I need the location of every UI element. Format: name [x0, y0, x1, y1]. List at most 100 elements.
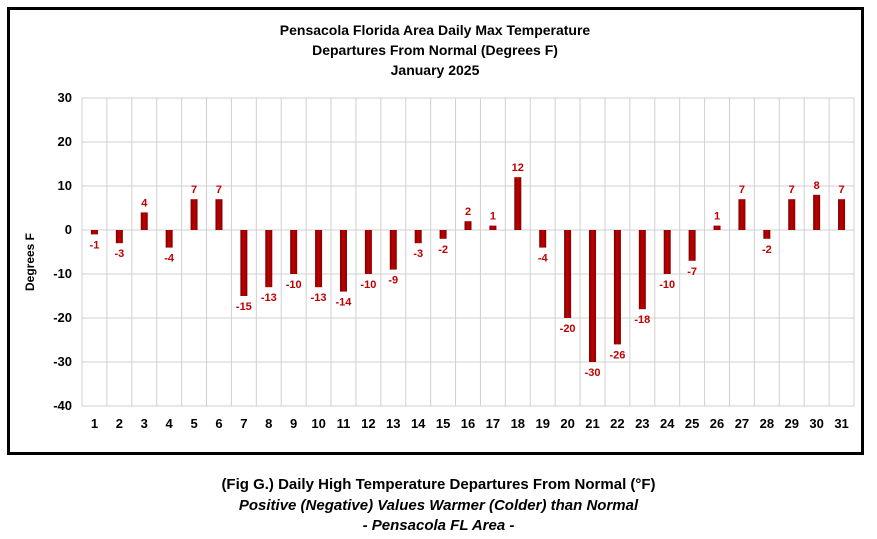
- y-tick-label: -10: [53, 266, 72, 281]
- data-label: -18: [634, 314, 650, 326]
- chart-title-line-1: Pensacola Florida Area Daily Max Tempera…: [280, 22, 591, 38]
- bar: [738, 199, 746, 230]
- x-tick-label: 10: [311, 416, 325, 431]
- x-tick-label: 9: [290, 416, 297, 431]
- data-label: -7: [687, 266, 697, 278]
- bar: [165, 230, 173, 248]
- bar: [389, 230, 397, 270]
- data-label: 1: [714, 211, 720, 223]
- data-label: -20: [560, 323, 576, 335]
- bar: [838, 199, 846, 230]
- data-label: 7: [789, 184, 795, 196]
- x-tick-label: 30: [809, 416, 823, 431]
- figure-location: - Pensacola FL Area -: [362, 517, 515, 534]
- data-label: -4: [164, 253, 175, 265]
- x-tick-label: 25: [685, 416, 699, 431]
- x-tick-label: 4: [166, 416, 174, 431]
- x-tick-label: 6: [215, 416, 222, 431]
- data-label: -10: [360, 279, 376, 291]
- x-tick-label: 5: [190, 416, 197, 431]
- x-tick-label: 8: [265, 416, 272, 431]
- bar: [240, 230, 248, 296]
- bar: [215, 199, 223, 230]
- bar: [788, 199, 796, 230]
- x-tick-label: 16: [461, 416, 475, 431]
- data-label: -13: [311, 292, 327, 304]
- bar: [713, 225, 721, 230]
- y-tick-label: 20: [58, 134, 72, 149]
- bar: [489, 225, 497, 230]
- y-tick-label: -40: [53, 398, 72, 413]
- data-label: 1: [490, 211, 496, 223]
- data-label: -3: [413, 248, 423, 260]
- data-label: -30: [585, 367, 601, 379]
- data-label: 7: [838, 184, 844, 196]
- bar: [290, 230, 298, 274]
- x-tick-label: 3: [141, 416, 148, 431]
- x-tick-label: 31: [834, 416, 848, 431]
- bar: [638, 230, 646, 310]
- chart-title-line-2: Departures From Normal (Degrees F): [312, 42, 558, 58]
- bar: [514, 177, 522, 230]
- x-tick-label: 23: [635, 416, 649, 431]
- data-label: -10: [286, 279, 302, 291]
- x-tick-label: 7: [240, 416, 247, 431]
- chart-title-line-3: January 2025: [391, 62, 480, 78]
- data-labels: -1 -3 4 -4 7 7 -15 -13 -10 -13 -14 -10 -9 -3 -2 2 1 12 -4 -…: [90, 162, 845, 379]
- gridlines: [81, 97, 855, 407]
- x-tick-label: 26: [710, 416, 724, 431]
- data-label: -3: [114, 248, 124, 260]
- bar: [364, 230, 372, 274]
- data-label: -9: [388, 275, 398, 287]
- bar: [589, 230, 597, 362]
- x-tick-label: 2: [116, 416, 123, 431]
- bar: [813, 194, 821, 230]
- y-tick-label: -20: [53, 310, 72, 325]
- figure-subcaption: Positive (Negative) Values Warmer (Colde…: [238, 497, 639, 514]
- bar: [265, 230, 273, 288]
- x-tick-label: 12: [361, 416, 375, 431]
- bar: [439, 230, 447, 239]
- data-label: 2: [465, 206, 471, 218]
- data-label: -1: [90, 239, 100, 251]
- bar: [339, 230, 347, 292]
- bar: [688, 230, 696, 261]
- bar: [763, 230, 771, 239]
- data-label: 7: [739, 184, 745, 196]
- bar: [140, 212, 148, 230]
- x-tick-label: 1: [91, 416, 98, 431]
- x-tick-label: 29: [785, 416, 799, 431]
- y-tick-label: -30: [53, 354, 72, 369]
- x-tick-label: 22: [610, 416, 624, 431]
- y-tick-label: 30: [58, 90, 72, 105]
- bars: [90, 177, 846, 362]
- x-tick-label: 24: [660, 416, 675, 431]
- y-tick-label: 10: [58, 178, 72, 193]
- x-tick-label: 18: [511, 416, 525, 431]
- bar: [663, 230, 671, 274]
- bar: [90, 230, 98, 235]
- x-tick-label: 14: [411, 416, 426, 431]
- x-tick-label: 21: [585, 416, 599, 431]
- bar: [539, 230, 547, 248]
- x-tick-label: 13: [386, 416, 400, 431]
- data-label: -4: [538, 253, 549, 265]
- data-label: 12: [512, 162, 524, 174]
- data-label: -10: [659, 279, 675, 291]
- data-label: -14: [336, 297, 353, 309]
- bar: [613, 230, 621, 345]
- x-tick-label: 27: [735, 416, 749, 431]
- chart-title: Pensacola Florida Area Daily Max Tempera…: [280, 22, 591, 78]
- bar: [564, 230, 572, 318]
- bar: [464, 221, 472, 230]
- data-label: 4: [141, 197, 148, 209]
- chart-frame: Pensacola Florida Area Daily Max Tempera…: [7, 7, 864, 455]
- data-label: -2: [762, 244, 772, 256]
- x-tick-label: 20: [560, 416, 574, 431]
- bar: [414, 230, 422, 244]
- data-label: -15: [236, 301, 252, 313]
- y-axis-label: Degrees F: [23, 233, 37, 291]
- data-label: 7: [216, 184, 222, 196]
- bar: [115, 230, 123, 244]
